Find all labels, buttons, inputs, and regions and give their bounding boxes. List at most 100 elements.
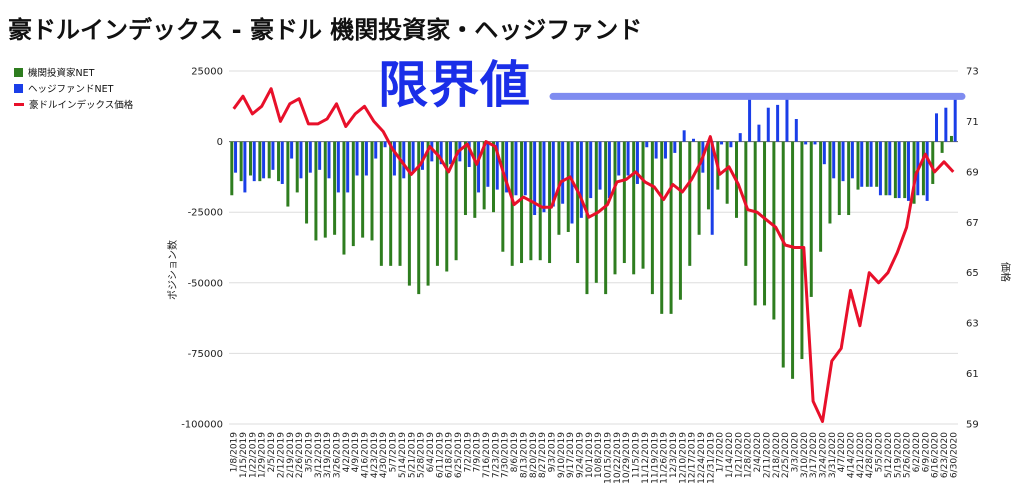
legend-item-hedge: ヘッジファンドNET [14,80,133,96]
bar-layer [230,93,957,379]
bar-inst [361,141,365,238]
bar-hedge [663,141,667,159]
bar-inst [819,141,823,252]
x-tick-label: 1/14/2020 [725,432,735,478]
price-line [232,87,955,423]
bar-inst [781,141,785,368]
x-tick-label: 2/5/2019 [267,432,277,473]
y2-tick-label: 65 [966,268,979,279]
bar-inst [342,141,346,255]
bar-inst [323,141,327,238]
x-tick-label: 6/2/2020 [912,432,922,473]
bar-inst [772,141,776,320]
x-tick-label: 10/1/2019 [585,432,595,478]
x-tick-label: 4/21/2020 [856,432,866,478]
bar-inst [417,141,421,295]
bar-hedge [252,141,256,182]
bar-inst [305,141,309,224]
bar-inst [912,141,916,204]
bar-hedge [467,141,471,168]
bar-hedge [514,141,518,196]
y-tick-label: -100000 [181,420,223,431]
bar-hedge [598,141,602,190]
x-tick-label: 4/9/2019 [351,432,361,473]
bar-hedge [860,141,864,187]
bar-hedge [822,141,826,165]
y-axis-label: ポジション数 [166,240,179,300]
y2-tick-label: 71 [966,117,979,128]
bar-hedge [953,96,957,142]
bar-hedge [355,141,359,176]
x-tick-label: 8/27/2019 [538,432,548,478]
bar-hedge [654,141,658,159]
bar-inst [314,141,318,241]
x-tick-label: 4/23/2019 [370,432,380,478]
x-tick-label: 6/18/2019 [445,432,455,478]
legend-swatch-hedge [14,83,23,93]
x-tick-label: 4/28/2020 [865,432,875,478]
gridlines [229,70,958,425]
bar-hedge [645,141,649,148]
bar-inst [258,141,262,182]
bar-hedge [439,141,443,165]
bar-hedge [523,141,527,196]
x-tick-label: 5/14/2019 [398,432,408,478]
x-tick-label: 6/11/2019 [435,432,445,478]
bar-inst [632,141,636,275]
bar-hedge [477,141,481,193]
bar-inst [903,141,907,199]
bar-hedge [430,141,434,162]
bar-inst [435,141,439,266]
bar-inst [678,141,682,300]
x-tick-label: 6/25/2019 [454,432,464,478]
x-tick-label: 2/25/2020 [781,432,791,478]
x-tick-label: 3/26/2019 [332,432,342,478]
bar-hedge [402,141,406,179]
bar-inst [510,141,514,266]
bar-hedge [813,141,817,145]
bar-inst [875,141,879,187]
x-tick-label: 3/12/2019 [314,432,324,478]
bar-inst [688,141,692,266]
bar-hedge [243,141,247,193]
x-tick-label: 12/31/2019 [706,432,716,484]
x-tick-label: 11/19/2019 [650,432,660,484]
x-tick-label: 4/7/2020 [837,432,847,473]
x-tick-label: 3/31/2020 [828,432,838,478]
x-tick-label: 9/3/2019 [547,432,557,473]
x-tick-label: 5/7/2019 [389,432,399,473]
bar-hedge [738,133,742,142]
limit-annotation: 限界値 [378,56,531,114]
bar-inst [791,141,795,379]
y-tick-label: 0 [217,137,223,148]
bar-hedge [420,141,424,170]
x-tick-label: 3/19/2019 [323,432,333,478]
bar-hedge [486,141,490,187]
bar-hedge [794,119,798,142]
x-tick-label: 7/16/2019 [482,432,492,478]
bar-inst [445,141,449,272]
y-tick-label: -25000 [188,208,223,219]
y2-tick-label: 59 [966,420,979,431]
x-tick-label: 1/29/2019 [258,432,268,478]
bar-hedge [280,141,284,184]
bar-inst [921,141,925,196]
y2-tick-label: 61 [966,369,979,380]
x-tick-label: 1/8/2019 [230,432,240,473]
bar-hedge [271,141,275,170]
bar-inst [604,141,608,295]
bar-inst [333,141,337,235]
x-tick-label: 3/10/2020 [800,432,810,478]
legend-item-price: 豪ドルインデックス価格 [14,96,133,112]
bar-hedge [626,141,630,176]
x-tick-label: 6/16/2020 [931,432,941,478]
bar-inst [351,141,355,247]
bar-inst [763,141,767,306]
x-tick-label: 3/24/2020 [818,432,828,478]
bar-hedge [635,141,639,184]
bar-hedge [364,141,368,176]
x-tick-label: 11/12/2019 [641,432,651,484]
bar-hedge [944,107,948,142]
bar-inst [856,141,860,190]
x-tick-label: 12/24/2019 [697,432,707,484]
